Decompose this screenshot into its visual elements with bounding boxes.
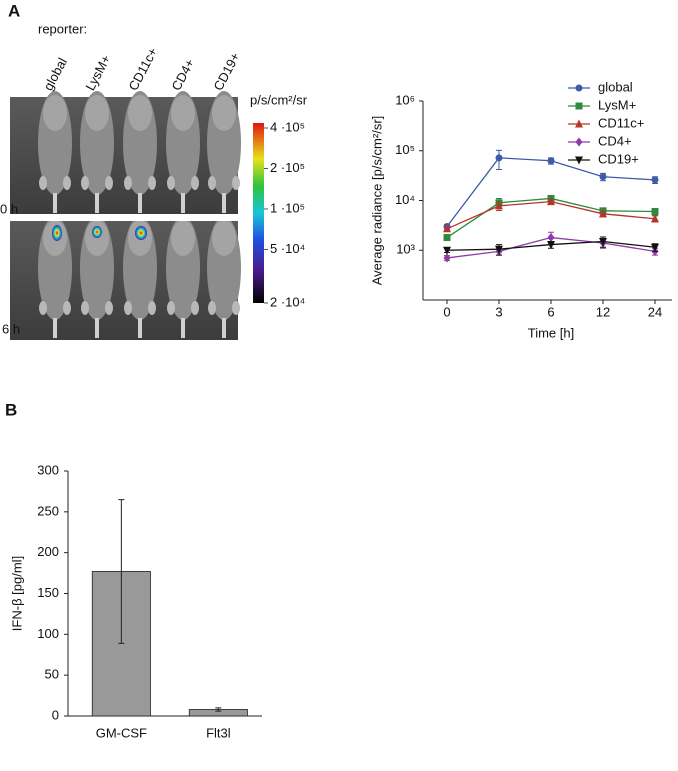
marker: [599, 209, 607, 218]
colorbar-title: p/s/cm²/sr: [250, 92, 308, 107]
colorbar-tick-label: 2 ·10⁵: [270, 160, 305, 175]
image-0h: [10, 91, 241, 214]
colorbar: [253, 123, 264, 303]
imaging-heading: reporter:: [38, 21, 87, 36]
marker: [651, 243, 659, 252]
x-tick-label: Flt3l: [206, 725, 231, 740]
y-tick-label: 250: [37, 503, 59, 518]
colorbar-tick-label: 1 ·10⁵: [270, 200, 305, 215]
x-tick-label: GM-CSF: [96, 725, 147, 740]
marker: [443, 246, 451, 255]
colorbar-tick-label: 5 ·10⁴: [270, 241, 305, 256]
lane-label: LysM+: [82, 52, 113, 93]
bar-chart: 0 50 100 150 200 250 300 IFN-β [pg/ml] GM-CSF Flt…: [9, 462, 262, 740]
y-axis-label: Average radiance [p/s/cm²/sr]: [369, 116, 384, 286]
y-tick-label: 10⁶: [395, 92, 415, 107]
y-tick-label: 10⁴: [395, 192, 415, 207]
image-separator: [10, 214, 238, 221]
y-tick-label: 150: [37, 585, 59, 600]
marker: [599, 173, 607, 181]
legend-marker: [575, 102, 583, 110]
timepoint-label: 0 h: [0, 201, 18, 216]
legend-label: CD4+: [598, 133, 632, 148]
lane-label: CD19+: [210, 50, 242, 93]
y-tick-label: 0: [52, 707, 59, 722]
legend-marker: [575, 119, 583, 128]
marker: [443, 224, 451, 233]
x-tick-label: 3: [495, 304, 502, 319]
panel-label: A: [8, 1, 20, 20]
series-line: [446, 200, 656, 230]
marker: [599, 237, 607, 246]
error-bar: [215, 707, 222, 712]
marker: [495, 154, 503, 162]
legend-label: CD11c+: [598, 115, 644, 130]
marker: [651, 176, 659, 184]
legend-marker: [575, 156, 583, 165]
marker: [547, 241, 555, 250]
marker: [443, 234, 451, 242]
y-tick-label: 50: [45, 667, 59, 682]
y-tick-label: 200: [37, 544, 59, 559]
y-tick-label: 100: [37, 626, 59, 641]
legend-label: global: [598, 79, 633, 94]
timepoint-label: 6 h: [2, 321, 20, 336]
marker: [495, 245, 503, 254]
colorbar-tick-label: 2 ·10⁴: [270, 294, 305, 309]
x-tick-label: 12: [596, 304, 610, 319]
lane-label: CD4+: [168, 56, 197, 93]
x-tick-label: 0: [443, 304, 450, 319]
legend-label: CD19+: [598, 151, 639, 166]
marker: [547, 157, 555, 165]
marker: [651, 208, 659, 216]
marker: [547, 197, 555, 206]
x-tick-label: 6: [547, 304, 554, 319]
colorbar-tick-label: 4 ·10⁵: [270, 119, 305, 134]
lane-label: global: [40, 55, 70, 93]
y-tick-label: 10⁵: [395, 142, 415, 157]
image-6h: [10, 216, 241, 340]
x-axis-label: Time [h]: [528, 325, 574, 340]
marker: [651, 214, 659, 223]
x-tick-label: 24: [648, 304, 662, 319]
error-bar: [118, 499, 125, 644]
legend-label: LysM+: [598, 97, 636, 112]
line-chart: 10³ 10⁴ 10⁵ 10⁶ 0 3 6 12 24 Time [h] Average radia…: [369, 79, 672, 340]
legend-marker: [575, 137, 583, 147]
marker: [443, 253, 451, 263]
panel-label: B: [5, 400, 17, 419]
y-tick-label: 300: [37, 462, 59, 477]
lane-label: CD11c+: [125, 45, 160, 93]
legend-marker: [575, 84, 583, 92]
marker: [547, 233, 555, 243]
y-axis-label: IFN-β [pg/ml]: [9, 556, 24, 631]
marker: [495, 201, 503, 210]
y-tick-label: 10³: [396, 242, 415, 257]
